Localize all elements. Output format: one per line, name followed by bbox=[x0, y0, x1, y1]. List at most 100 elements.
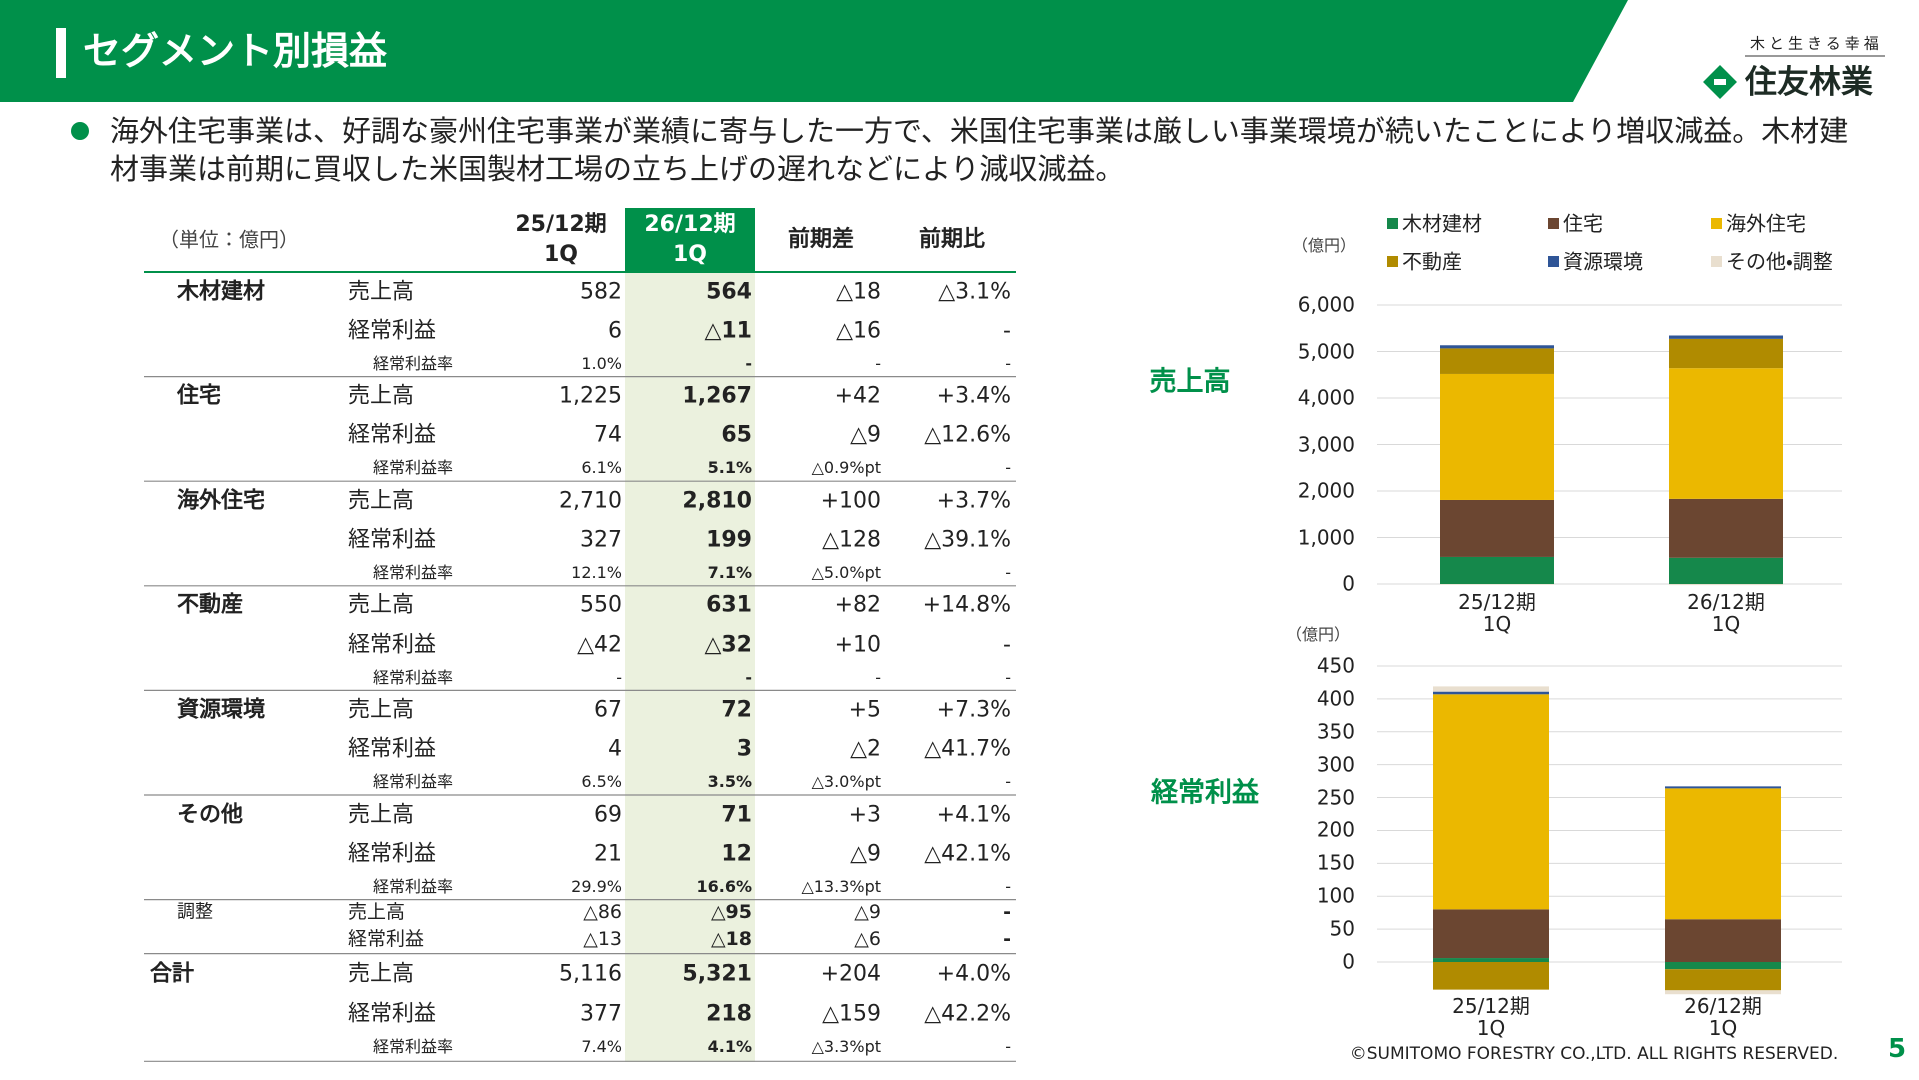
bar-segment bbox=[1433, 958, 1549, 962]
title-accent bbox=[56, 28, 66, 78]
cell: - bbox=[1005, 771, 1011, 791]
cell: 2,810 bbox=[682, 488, 752, 514]
cell: - bbox=[1005, 876, 1011, 896]
bar-segment bbox=[1669, 338, 1783, 369]
cell: 564 bbox=[706, 278, 752, 304]
bar-segment bbox=[1669, 584, 1783, 586]
bar-segment bbox=[1433, 694, 1549, 910]
row-label: 経常利益率 bbox=[373, 353, 454, 373]
y-tick-label: 450 bbox=[1316, 653, 1355, 678]
bar-segment bbox=[1665, 919, 1781, 962]
cell: 582 bbox=[580, 278, 622, 304]
cell: △18 bbox=[836, 278, 881, 304]
segment-name: その他 bbox=[177, 801, 244, 827]
cell: △3.1% bbox=[938, 278, 1011, 304]
y-tick-label: 4,000 bbox=[1297, 385, 1355, 410]
highlight-column bbox=[625, 272, 755, 1062]
cell: 3.5% bbox=[707, 771, 752, 791]
cell: 16.6% bbox=[696, 876, 752, 896]
cell: △42.1% bbox=[924, 841, 1011, 867]
cell: △3.3%pt bbox=[811, 1036, 881, 1056]
legend-label: 不動産 bbox=[1402, 249, 1462, 274]
bar-segment bbox=[1440, 584, 1554, 585]
cell: +42 bbox=[834, 383, 881, 409]
legend-label: その他・調整 bbox=[1726, 249, 1833, 274]
cell: 7.4% bbox=[581, 1036, 622, 1056]
cell: 5,321 bbox=[682, 961, 752, 987]
bar-segment bbox=[1665, 788, 1781, 920]
row-label: 経常利益 bbox=[348, 1000, 437, 1026]
y-tick-label: 6,000 bbox=[1297, 292, 1355, 317]
bar-segment bbox=[1665, 786, 1781, 789]
cell: △159 bbox=[822, 1000, 881, 1026]
cell: 6 bbox=[608, 318, 622, 344]
column-header: 26/12期 1Q bbox=[644, 212, 736, 267]
y-tick-label: 250 bbox=[1316, 785, 1355, 810]
cell: 21 bbox=[594, 841, 622, 867]
cell: △16 bbox=[836, 318, 881, 344]
cell: +5 bbox=[848, 697, 881, 723]
cell: 65 bbox=[721, 422, 752, 448]
row-label: 経常利益率 bbox=[373, 1036, 454, 1056]
cell: △95 bbox=[710, 901, 752, 924]
cell: 3 bbox=[736, 736, 752, 762]
cell: - bbox=[1005, 353, 1011, 373]
cell: - bbox=[616, 667, 622, 687]
y-tick-label: 350 bbox=[1316, 719, 1355, 744]
cell: △39.1% bbox=[924, 527, 1011, 553]
cell: 5.1% bbox=[707, 458, 752, 478]
chart-title: 売上高 bbox=[1149, 366, 1231, 398]
row-label: 経常利益 bbox=[348, 527, 437, 553]
x-tick-label: 25/12期 1Q bbox=[1458, 590, 1536, 636]
cell: +3.7% bbox=[936, 488, 1011, 514]
column-header: 前期比 bbox=[918, 227, 986, 252]
legend-label: 海外住宅 bbox=[1726, 211, 1806, 236]
cell: △9 bbox=[850, 422, 881, 448]
cell: 7.1% bbox=[707, 562, 752, 582]
bar-segment bbox=[1433, 691, 1549, 695]
row-label: 経常利益 bbox=[348, 841, 437, 867]
row-label: 売上高 bbox=[348, 901, 406, 924]
x-tick-label: 26/12期 1Q bbox=[1684, 994, 1762, 1040]
row-label: 売上高 bbox=[348, 801, 415, 827]
legend-label: 資源環境 bbox=[1563, 249, 1643, 274]
y-tick-label: 3,000 bbox=[1297, 432, 1355, 456]
chart-title: 経常利益 bbox=[1151, 777, 1259, 809]
segment-name: 不動産 bbox=[177, 592, 244, 618]
cell: 199 bbox=[706, 527, 752, 553]
page-title: セグメント別損益 bbox=[83, 29, 388, 74]
column-header: 25/12期 1Q bbox=[515, 212, 607, 267]
bar-segment bbox=[1669, 368, 1783, 499]
bar-segment bbox=[1440, 345, 1554, 349]
cell: △41.7% bbox=[924, 736, 1011, 762]
bar-segment bbox=[1665, 969, 1781, 991]
legend-swatch bbox=[1387, 218, 1398, 229]
bar-segment bbox=[1440, 373, 1554, 500]
cell: △42.2% bbox=[924, 1000, 1011, 1026]
bullet-text: 海外住宅事業は、好調な豪州住宅事業が業績に寄与した一方で、米国住宅事業は厳しい事… bbox=[110, 114, 1849, 186]
cell: - bbox=[1003, 927, 1011, 950]
bar-segment bbox=[1433, 962, 1549, 990]
cell: +3.4% bbox=[936, 383, 1011, 409]
cell: △0.9%pt bbox=[811, 458, 881, 478]
y-tick-label: 0 bbox=[1342, 949, 1355, 974]
cell: △86 bbox=[583, 901, 622, 924]
header-bar bbox=[0, 0, 1628, 102]
cell: △3.0%pt bbox=[811, 771, 881, 791]
cell: - bbox=[875, 667, 881, 687]
cell: +100 bbox=[820, 488, 881, 514]
cell: +10 bbox=[834, 631, 881, 657]
bar-segment bbox=[1665, 990, 1781, 995]
cell: △42 bbox=[577, 631, 622, 657]
bar-segment bbox=[1440, 499, 1554, 557]
cell: +3 bbox=[848, 801, 881, 827]
bullet-dot bbox=[71, 122, 89, 140]
x-tick-label: 25/12期 1Q bbox=[1452, 994, 1530, 1040]
segment-name: 木材建材 bbox=[177, 278, 266, 304]
cell: 631 bbox=[706, 592, 752, 618]
cell: △9 bbox=[854, 901, 881, 924]
column-header: 前期差 bbox=[787, 227, 855, 252]
legend-label: 木材建材 bbox=[1402, 211, 1482, 236]
y-tick-label: 200 bbox=[1316, 817, 1355, 842]
bar-segment bbox=[1669, 498, 1783, 558]
